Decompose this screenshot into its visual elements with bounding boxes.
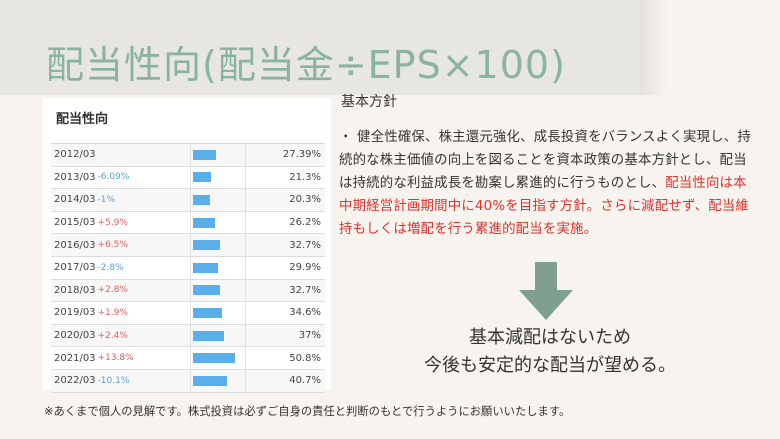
row-year-cell: 2020/03 +2.4%	[51, 324, 191, 347]
row-bar-cell	[191, 302, 246, 324]
policy-text-normal: ・ 健全性確保、株主還元強化、成長投資をバランスよく実現し、持続的な株主価値の向…	[339, 130, 751, 191]
table-row: 2015/03 +5.9% 26.2%	[51, 211, 325, 235]
row-bar-cell	[191, 324, 246, 347]
row-year-cell: 2016/03 +6.5%	[51, 234, 191, 256]
panel-title: 配当性向	[56, 112, 109, 127]
policy-text: ・ 健全性確保、株主還元強化、成長投資をバランスよく実現し、持続的な株主価値の向…	[339, 126, 757, 241]
row-bar	[193, 217, 215, 228]
row-bar	[193, 149, 216, 160]
row-year-cell: 2018/03 +2.8%	[51, 279, 191, 302]
row-value: 50.8%	[289, 352, 321, 364]
row-year-cell: 2019/03 +1.9%	[51, 302, 191, 324]
row-year: 2019/03	[54, 307, 96, 319]
row-year-cell: 2017/03 -2.8%	[51, 256, 191, 279]
row-value: 20.3%	[289, 194, 321, 206]
table-row: 2019/03 +1.9% 34.6%	[51, 302, 325, 325]
row-bar-cell	[191, 144, 246, 166]
row-value: 34.6%	[289, 307, 321, 319]
row-change: -6.09%	[97, 172, 130, 183]
table-row: 2020/03 +2.4% 37%	[51, 324, 325, 348]
row-year-cell: 2013/03 -6.09%	[51, 166, 191, 189]
down-arrow-icon	[519, 262, 573, 320]
row-bar	[193, 353, 236, 364]
row-change: -2.8%	[97, 262, 124, 273]
conclusion-line-2: 今後も安定的な配当が望める。	[424, 355, 676, 376]
table-row: 2021/03 +13.8% 50.8%	[51, 347, 325, 370]
row-bar-cell	[191, 279, 246, 302]
row-value: 26.2%	[289, 217, 321, 229]
row-year: 2020/03	[54, 330, 96, 342]
row-bar-cell	[191, 189, 246, 211]
row-value: 32.7%	[289, 284, 321, 296]
row-year: 2022/03	[54, 375, 96, 387]
row-change: -10.1%	[97, 375, 130, 386]
header-band-fade	[640, 0, 668, 95]
table-row: 2018/03 +2.8% 32.7%	[51, 279, 325, 303]
table-row: 2016/03 +6.5% 32.7%	[51, 234, 325, 257]
row-year-cell: 2012/03	[51, 144, 191, 166]
table-row: 2014/03 -1% 20.3%	[51, 189, 325, 212]
row-year-cell: 2015/03 +5.9%	[51, 211, 191, 234]
table-row: 2013/03 -6.09% 21.3%	[51, 166, 325, 190]
row-change: +1.9%	[97, 307, 128, 318]
slide-title: 配当性向(配当金÷EPS×100)	[46, 43, 566, 87]
row-year: 2012/03	[54, 149, 96, 161]
row-bar	[193, 194, 210, 205]
row-change: +2.8%	[97, 285, 128, 296]
row-bar-cell	[191, 369, 246, 392]
row-change: +6.5%	[97, 240, 128, 251]
policy-heading: 基本方針	[341, 94, 397, 110]
conclusion: 基本減配はないため 今後も安定的な配当が望める。	[400, 324, 700, 380]
row-year: 2016/03	[54, 239, 96, 251]
row-bar	[193, 307, 222, 318]
row-bar	[193, 172, 211, 183]
row-bar-cell	[191, 234, 246, 256]
table-row: 2017/03 -2.8% 29.9%	[51, 256, 325, 280]
row-bar	[193, 240, 221, 251]
row-change: +13.8%	[97, 353, 134, 364]
row-year: 2013/03	[54, 171, 96, 183]
row-year: 2021/03	[54, 352, 96, 364]
row-value: 21.3%	[289, 171, 321, 183]
policy-text-highlight: 配当性向は本中期経営計画期間中に40%を目指す方針。さらに減配せず、配当維持もし…	[339, 176, 749, 237]
payout-ratio-table: 2012/03 27.39% 2013/03 -6.09% 21.3% 2014/03 -1…	[51, 143, 325, 393]
row-year-cell: 2022/03 -10.1%	[51, 369, 191, 392]
row-year: 2018/03	[54, 284, 96, 296]
row-value: 29.9%	[289, 262, 321, 274]
row-change: -1%	[97, 194, 116, 205]
row-value: 27.39%	[282, 149, 321, 161]
row-bar	[193, 375, 227, 386]
row-year: 2015/03	[54, 217, 96, 229]
row-year: 2017/03	[54, 262, 96, 274]
row-bar	[193, 262, 218, 273]
row-bar	[193, 330, 224, 341]
row-value: 40.7%	[289, 375, 321, 387]
row-bar	[193, 285, 221, 296]
row-year: 2014/03	[54, 194, 96, 206]
row-value: 32.7%	[289, 239, 321, 251]
table-row: 2022/03 -10.1% 40.7%	[51, 369, 325, 393]
header-band	[0, 0, 668, 95]
row-bar-cell	[191, 347, 246, 369]
row-bar-cell	[191, 211, 246, 234]
payout-ratio-panel: 配当性向 2012/03 27.39% 2013/03 -6.09% 21.3% 2014…	[43, 98, 331, 393]
disclaimer-footnote: ※あくまで個人の見解です。株式投資は必ずご自身の責任と判断のもとで行うようにお願…	[44, 405, 571, 418]
row-bar-cell	[191, 256, 246, 279]
row-change: +5.9%	[97, 217, 128, 228]
conclusion-line-1: 基本減配はないため	[469, 327, 631, 348]
row-year-cell: 2021/03 +13.8%	[51, 347, 191, 369]
row-value: 37%	[298, 330, 321, 342]
row-bar-cell	[191, 166, 246, 189]
row-change: +2.4%	[97, 330, 128, 341]
table-row: 2012/03 27.39%	[51, 144, 325, 167]
row-year-cell: 2014/03 -1%	[51, 189, 191, 211]
